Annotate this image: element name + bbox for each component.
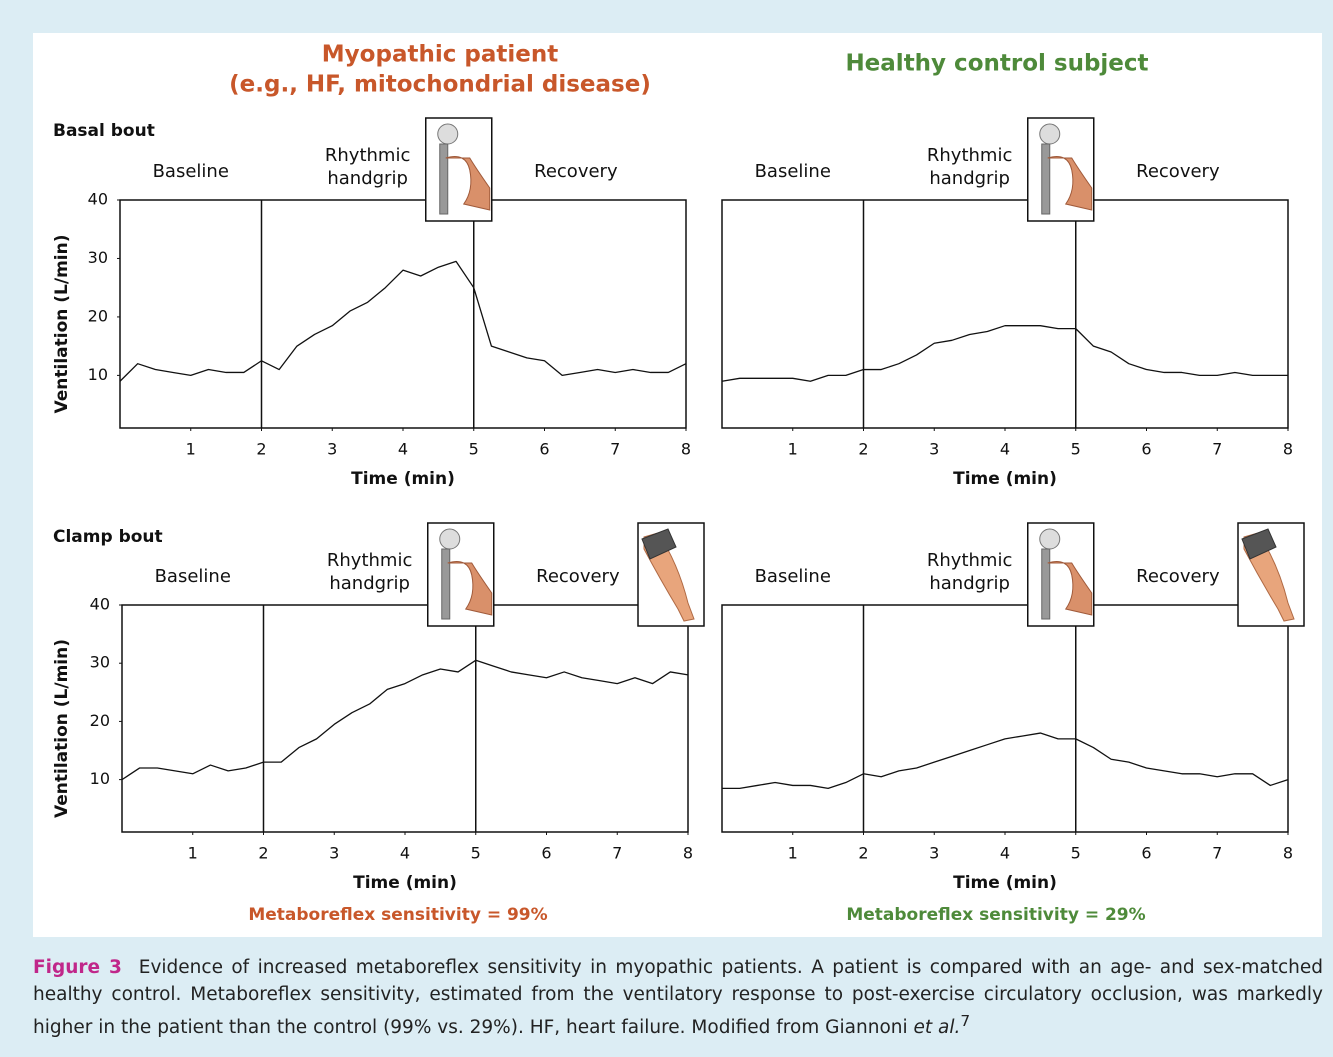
- x-tick-label: 7: [612, 844, 622, 863]
- x-tick-label: 2: [858, 440, 868, 459]
- x-tick-label: 5: [1071, 844, 1081, 863]
- handgrip-icon: [1028, 523, 1094, 626]
- x-tick-label: 1: [188, 844, 198, 863]
- phase-label: handgrip: [329, 573, 410, 594]
- y-tick-label: 20: [88, 306, 108, 325]
- column-title: (e.g., HF, mitochondrial disease): [229, 72, 651, 98]
- phase-label: Recovery: [536, 566, 620, 587]
- x-tick-label: 7: [610, 440, 620, 459]
- icon-handle: [442, 549, 450, 619]
- x-tick-label: 8: [681, 440, 691, 459]
- y-axis-label: Ventilation (L/min): [52, 639, 72, 818]
- y-tick-label: 30: [88, 248, 108, 267]
- phase-label: Rhythmic: [325, 145, 410, 166]
- x-tick-label: 7: [1212, 844, 1222, 863]
- x-tick-label: 3: [929, 440, 939, 459]
- phase-label: Recovery: [1136, 161, 1220, 182]
- x-tick-label: 2: [256, 440, 266, 459]
- icon-handle: [440, 144, 448, 214]
- page: Myopathic patient (e.g., HF, mitochondria…: [0, 0, 1333, 1057]
- phase-label: Rhythmic: [927, 550, 1012, 571]
- phase-label: Baseline: [755, 161, 831, 182]
- column-title: Myopathic patient: [322, 42, 558, 68]
- icon-dial: [1040, 529, 1060, 549]
- icon-dial: [1040, 124, 1060, 144]
- phase-label: Baseline: [155, 566, 231, 587]
- phase-label: Baseline: [153, 161, 229, 182]
- column-title: Healthy control subject: [845, 51, 1148, 77]
- x-tick-label: 4: [1000, 844, 1010, 863]
- sensitivity-note: Metaboreflex sensitivity = 29%: [846, 905, 1145, 925]
- x-tick-label: 8: [1283, 844, 1293, 863]
- phase-label: Baseline: [755, 566, 831, 587]
- handgrip-icon: [1028, 118, 1094, 221]
- cuff-icon: [1238, 523, 1304, 626]
- icon-dial: [440, 529, 460, 549]
- phase-label: Rhythmic: [327, 550, 412, 571]
- y-tick-label: 10: [88, 365, 108, 384]
- handgrip-icon: [426, 118, 492, 221]
- caption-italic: et al.: [914, 1017, 961, 1038]
- caption: Figure 3 Evidence of increased metaboref…: [33, 954, 1323, 1041]
- caption-ref: 7: [960, 1012, 970, 1030]
- x-tick-label: 6: [539, 440, 549, 459]
- y-tick-label: 30: [90, 653, 110, 672]
- x-tick-label: 5: [1071, 440, 1081, 459]
- x-tick-label: 4: [1000, 440, 1010, 459]
- icon-handle: [1042, 144, 1050, 214]
- x-tick-label: 6: [1141, 844, 1151, 863]
- y-tick-label: 40: [90, 595, 110, 614]
- x-tick-label: 8: [683, 844, 693, 863]
- x-tick-label: 3: [329, 844, 339, 863]
- x-tick-label: 3: [327, 440, 337, 459]
- x-tick-label: 4: [398, 440, 408, 459]
- figure: Myopathic patient (e.g., HF, mitochondria…: [0, 0, 1333, 945]
- phase-label: handgrip: [327, 168, 408, 189]
- phase-label: handgrip: [929, 573, 1010, 594]
- y-tick-label: 20: [90, 711, 110, 730]
- x-tick-label: 5: [471, 844, 481, 863]
- row-label: Clamp bout: [53, 527, 163, 547]
- caption-text: Evidence of increased metaboreflex sensi…: [33, 957, 1323, 1038]
- sensitivity-note: Metaboreflex sensitivity = 99%: [248, 905, 547, 925]
- caption-label: Figure 3: [33, 957, 122, 978]
- x-tick-label: 3: [929, 844, 939, 863]
- y-tick-label: 10: [90, 769, 110, 788]
- phase-label: handgrip: [929, 168, 1010, 189]
- phase-label: Rhythmic: [927, 145, 1012, 166]
- x-tick-label: 4: [400, 844, 410, 863]
- x-tick-label: 2: [858, 844, 868, 863]
- x-tick-label: 2: [258, 844, 268, 863]
- x-axis-label: Time (min): [953, 873, 1057, 893]
- x-tick-label: 5: [469, 440, 479, 459]
- x-axis-label: Time (min): [353, 873, 457, 893]
- x-tick-label: 1: [788, 844, 798, 863]
- x-tick-label: 8: [1283, 440, 1293, 459]
- row-label: Basal bout: [53, 121, 155, 141]
- x-tick-label: 6: [541, 844, 551, 863]
- icon-dial: [438, 124, 458, 144]
- x-axis-label: Time (min): [953, 469, 1057, 489]
- x-tick-label: 7: [1212, 440, 1222, 459]
- handgrip-icon: [428, 523, 494, 626]
- phase-label: Recovery: [1136, 566, 1220, 587]
- cuff-icon: [638, 523, 704, 626]
- y-tick-label: 40: [88, 190, 108, 209]
- icon-handle: [1042, 549, 1050, 619]
- y-axis-label: Ventilation (L/min): [52, 235, 72, 414]
- phase-label: Recovery: [534, 161, 618, 182]
- x-tick-label: 1: [186, 440, 196, 459]
- x-tick-label: 6: [1141, 440, 1151, 459]
- x-axis-label: Time (min): [351, 469, 455, 489]
- x-tick-label: 1: [788, 440, 798, 459]
